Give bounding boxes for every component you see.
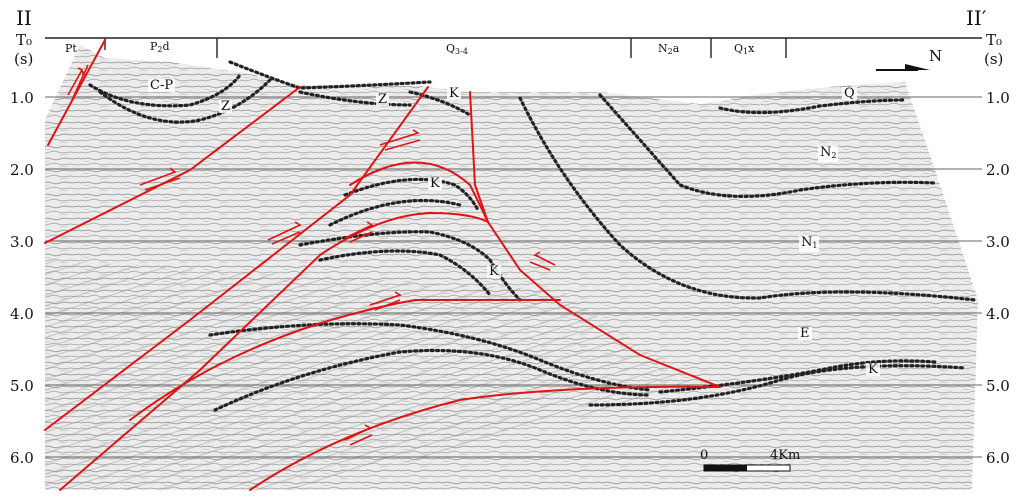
fault-arrow-6 [379, 129, 421, 151]
horizons [88, 60, 977, 412]
formation-label-k3: K [487, 264, 501, 279]
n1-sub: 1 [812, 241, 818, 250]
fault-6 [469, 91, 721, 388]
fault-1 [47, 39, 106, 146]
formation-label-cp: C-P [148, 78, 176, 93]
horizon-deep2 [213, 348, 652, 412]
p2d-letter: P [150, 40, 158, 53]
horizon-k4 [298, 230, 522, 302]
axis-unit-left: (s) [14, 50, 34, 68]
horizon-z-top [228, 60, 432, 90]
fault-8 [249, 385, 721, 491]
fault-5 [349, 161, 489, 223]
scale-bar-start: 0 [700, 448, 709, 463]
axis-tick-right-3: 3.0 [986, 233, 1010, 251]
q34-sub: 3-4 [455, 47, 468, 56]
axis-title-left: T₀ [16, 31, 33, 49]
formation-label-n1: N1 [799, 235, 820, 252]
surface-unit-pt: Pt [65, 42, 77, 55]
horizon-k-base [588, 364, 967, 407]
q1x-suffix: x [748, 42, 755, 55]
horizon-cp-base [88, 73, 242, 108]
q34-letter: Q [446, 42, 456, 55]
fault-arrow-7 [369, 291, 402, 311]
formation-label-k2: K [428, 176, 442, 191]
surface-unit-q34: Q3-4 [446, 43, 468, 57]
q1x-letter: Q [734, 42, 744, 55]
horizon-q [718, 98, 907, 115]
formation-label-n2: N2 [818, 145, 839, 162]
fault-arrow-5 [344, 221, 374, 243]
q1x-sub: 1 [743, 47, 749, 56]
axis-tick-right-1: 1.0 [986, 89, 1010, 107]
horizon-k3 [328, 198, 462, 227]
surface-strip [45, 37, 982, 58]
section-end-prime: ′ [981, 6, 987, 30]
fault-arrow-8 [344, 424, 373, 446]
axis-tick-left-5: 5.0 [10, 377, 34, 395]
axis-tick-left-1: 1.0 [10, 89, 34, 107]
seismic-dip-texture [45, 260, 700, 490]
axis-tick-left-6: 6.0 [10, 449, 34, 467]
n2-letter: N [820, 145, 832, 160]
n2-sub: 2 [831, 151, 837, 160]
horizon-z1 [98, 78, 272, 124]
axis-tick-right-2: 2.0 [986, 161, 1010, 179]
axis-title-right: T₀ [986, 31, 1003, 49]
formation-label-q: Q [842, 86, 857, 101]
scale-bar-end: 4Km [770, 448, 801, 463]
surface-unit-p2d: P2d [150, 41, 170, 55]
scale-bar-icon [703, 464, 791, 472]
time-grid [45, 96, 982, 458]
horizon-z2 [298, 90, 412, 107]
fault-arrow-4 [267, 221, 302, 245]
formation-label-e: E [798, 326, 812, 341]
fault-4 [59, 211, 489, 491]
n1-letter: N [801, 235, 813, 250]
surface-unit-q1x: Q1x [734, 43, 754, 57]
axis-tick-right-6: 6.0 [986, 449, 1010, 467]
section-end-text: II [966, 6, 982, 30]
section-start-label: II [16, 6, 32, 30]
axis-unit-right: (s) [984, 50, 1004, 68]
horizon-k2 [343, 177, 480, 212]
formation-label-z2: Z [376, 92, 390, 107]
axis-tick-left-4: 4.0 [10, 305, 34, 323]
fault-arrows [67, 64, 556, 446]
horizon-deep1 [208, 322, 652, 392]
fault-2 [44, 86, 301, 244]
fault-arrow-2 [71, 64, 89, 101]
p2d-suffix: d [162, 40, 170, 53]
section-end-label: II′ [966, 8, 986, 28]
n2a-letter: N [658, 42, 668, 55]
p2d-sub: 2 [157, 45, 163, 54]
n2a-sub: 2 [667, 47, 673, 56]
n2a-suffix: a [672, 42, 680, 55]
north-label: N [929, 47, 943, 65]
formation-label-k4: K [866, 362, 880, 377]
horizon-n1 [518, 96, 977, 302]
formation-label-k1: K [447, 86, 461, 101]
horizon-n2 [598, 93, 937, 199]
fault-3 [44, 86, 429, 431]
fault-arrow-3 [139, 167, 181, 191]
fault-arrow-9 [529, 251, 556, 271]
formation-label-z1: Z [219, 99, 233, 114]
surface-unit-n2a: N2a [658, 43, 679, 57]
horizon-k-top [408, 90, 472, 117]
axis-tick-left-3: 3.0 [10, 233, 34, 251]
axis-tick-left-2: 2.0 [10, 161, 34, 179]
north-arrow-icon [876, 64, 930, 71]
axis-tick-right-4: 4.0 [986, 305, 1010, 323]
horizon-k5 [318, 249, 492, 297]
axis-tick-right-5: 5.0 [986, 377, 1010, 395]
